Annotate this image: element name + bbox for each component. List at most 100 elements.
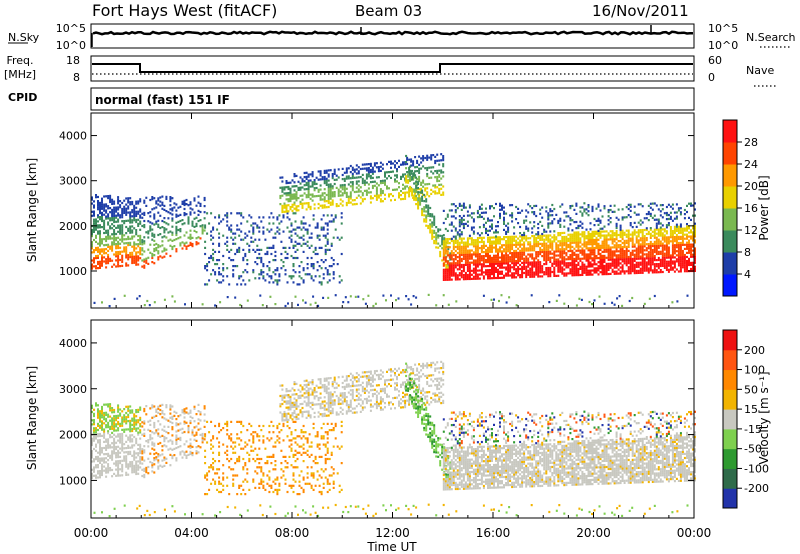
power-echo-cell xyxy=(327,175,330,178)
power-echo-cell xyxy=(613,234,616,237)
power-echo-cell xyxy=(294,256,297,260)
power-echo-cell xyxy=(218,250,221,253)
power-echo-cell xyxy=(429,231,432,234)
power-echo-cell xyxy=(647,204,650,207)
power-echo-cell xyxy=(361,198,364,201)
power-echo-cell xyxy=(367,191,370,194)
power-echo-cell xyxy=(589,234,592,238)
power-echo-cell xyxy=(515,253,518,257)
power-echo-cell xyxy=(129,241,132,244)
power-echo-cell xyxy=(482,255,485,258)
power-echo-cell xyxy=(692,265,694,268)
power-echo-cell xyxy=(533,225,536,228)
power-echo-cell xyxy=(531,249,534,252)
power-echo-cell xyxy=(505,274,508,277)
velocity-echo-cell xyxy=(93,421,95,424)
power-echo-cell xyxy=(272,216,275,219)
power-echo-cell xyxy=(509,256,512,259)
power-echo-cell xyxy=(327,296,330,299)
power-echo-cell xyxy=(487,250,489,253)
power-echo-cell xyxy=(456,268,459,271)
power-echo-cell xyxy=(316,226,319,229)
power-echo-cell xyxy=(533,213,536,216)
power-echo-cell xyxy=(677,254,680,257)
power-echo-cell xyxy=(495,276,497,280)
power-echo-cell xyxy=(121,250,124,253)
power-echo-cell xyxy=(234,232,237,235)
power-echo-cell xyxy=(569,219,572,222)
power-echo-cell xyxy=(643,239,646,242)
power-echo-cell xyxy=(435,234,438,237)
power-echo-cell xyxy=(603,230,606,233)
power-echo-cell xyxy=(563,264,566,267)
power-echo-cell xyxy=(613,262,616,265)
power-echo-cell xyxy=(470,257,473,260)
power-echo-cell xyxy=(353,176,356,179)
power-echo-cell xyxy=(145,261,148,264)
power-echo-cell xyxy=(284,273,287,276)
velocity-echo-cell xyxy=(103,459,106,462)
power-echo-cell xyxy=(157,211,160,214)
power-echo-cell xyxy=(329,193,332,196)
power-echo-cell xyxy=(489,236,491,239)
power-echo-cell xyxy=(505,240,508,243)
power-echo-cell xyxy=(452,266,455,269)
power-echo-cell xyxy=(447,264,450,267)
power-echo-cell xyxy=(647,210,650,214)
power-echo-cell xyxy=(285,198,288,201)
power-echo-cell xyxy=(135,263,138,266)
power-echo-cell xyxy=(472,253,475,256)
power-echo-cell xyxy=(462,204,465,207)
power-echo-cell xyxy=(216,228,219,231)
power-echo-cell xyxy=(533,243,536,246)
power-echo-cell xyxy=(133,227,136,230)
velocity-echo-cell xyxy=(97,451,99,454)
power-echo-cell xyxy=(601,263,604,266)
power-echo-cell xyxy=(411,192,414,195)
power-echo-cell xyxy=(677,241,680,245)
power-echo-cell xyxy=(480,203,483,206)
power-echo-cell xyxy=(464,251,467,254)
power-echo-cell xyxy=(523,241,526,244)
power-echo-cell xyxy=(259,294,262,297)
power-echo-cell xyxy=(266,250,269,253)
power-echo-cell xyxy=(324,250,327,253)
power-echo-cell xyxy=(615,250,618,253)
power-echo-cell xyxy=(637,243,640,246)
power-echo-cell xyxy=(224,242,227,245)
power-echo-cell xyxy=(125,238,128,241)
power-echo-cell xyxy=(129,211,132,214)
velocity-echo-cell xyxy=(105,420,108,423)
power-echo-cell xyxy=(476,232,479,235)
power-echo-cell xyxy=(571,239,574,242)
power-echo-cell xyxy=(260,259,263,262)
power-echo-cell xyxy=(541,236,544,239)
power-echo-cell xyxy=(419,191,422,194)
power-echo-cell xyxy=(232,265,235,268)
power-echo-cell xyxy=(466,263,469,266)
power-echo-cell xyxy=(381,189,384,193)
power-echo-cell xyxy=(567,272,570,275)
power-echo-cell xyxy=(266,265,269,268)
power-echo-cell xyxy=(686,237,688,240)
power-echo-cell xyxy=(498,299,500,303)
power-echo-cell xyxy=(575,255,578,258)
power-echo-cell xyxy=(553,258,556,261)
power-echo-cell xyxy=(430,166,433,169)
power-echo-cell xyxy=(495,231,497,234)
power-echo-cell xyxy=(527,241,530,244)
power-echo-cell xyxy=(203,217,206,220)
power-echo-cell xyxy=(491,244,493,247)
power-echo-cell xyxy=(583,235,586,238)
power-echo-cell xyxy=(289,206,292,209)
power-echo-cell xyxy=(458,260,461,263)
power-echo-cell xyxy=(480,249,483,252)
power-echo-cell xyxy=(615,226,618,229)
power-echo-cell xyxy=(583,239,586,242)
date-label: 16/Nov/2011 xyxy=(592,2,689,20)
power-echo-cell xyxy=(472,267,475,270)
power-echo-cell xyxy=(645,261,648,264)
velocity-echo-cell xyxy=(99,445,101,448)
power-echo-cell xyxy=(283,206,286,209)
power-echo-cell xyxy=(208,261,211,264)
